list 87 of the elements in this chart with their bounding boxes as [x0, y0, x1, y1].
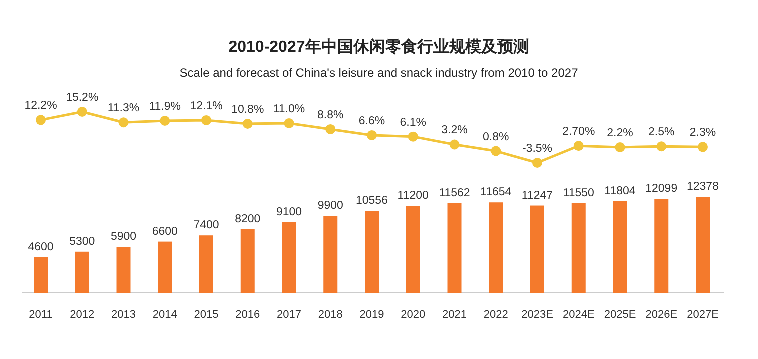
bar: [282, 222, 296, 293]
x-tick-label: 2022: [484, 309, 508, 321]
data-label: 5300: [70, 236, 96, 248]
data-label: 6.1%: [400, 116, 426, 129]
data-label: 4600: [28, 241, 54, 254]
x-tick-label: 2011: [29, 309, 53, 321]
bar: [324, 216, 338, 293]
bar: [572, 203, 586, 293]
data-label: 3.2%: [442, 124, 468, 137]
data-label: 11562: [439, 187, 470, 200]
x-tick-label: 2018: [318, 309, 343, 321]
x-tick-label: 2014: [152, 309, 178, 321]
x-tick-label: 2027E: [687, 309, 719, 321]
data-label: 12378: [687, 181, 719, 193]
point: [118, 118, 129, 128]
x-tick-label: 2019: [360, 309, 384, 321]
data-label: 2.5%: [648, 126, 675, 139]
bar: [448, 203, 462, 293]
data-label: -3.5%: [522, 143, 553, 155]
x-tick-label: 2026E: [646, 309, 678, 321]
bar: [654, 199, 669, 293]
bar: [613, 201, 628, 293]
data-label: 8.8%: [318, 109, 344, 122]
data-label: 10.8%: [232, 104, 264, 116]
data-label: 12.2%: [24, 100, 58, 112]
point: [698, 142, 708, 152]
point: [242, 119, 253, 129]
bar: [696, 197, 710, 293]
data-label: 0.8%: [483, 131, 510, 144]
point: [202, 115, 212, 126]
data-label: 2.3%: [690, 127, 716, 140]
data-label: 5900: [110, 231, 137, 244]
x-tick-label: 2023E: [522, 309, 554, 321]
bar: [489, 202, 504, 293]
point: [160, 116, 170, 126]
point: [656, 142, 667, 152]
point: [450, 140, 460, 150]
point: [367, 130, 377, 140]
bar: [530, 206, 544, 293]
point: [574, 141, 584, 152]
point: [532, 158, 542, 168]
bar: [240, 229, 255, 293]
x-tick-label: 2013: [112, 309, 136, 321]
data-label: 11804: [604, 185, 636, 198]
x-tick-label: 2021: [442, 309, 467, 321]
x-tick-label: 2015: [194, 309, 219, 321]
x-tick-label: 2016: [236, 309, 260, 321]
bar: [158, 242, 172, 293]
data-label: 9900: [318, 200, 344, 212]
chart-title: 2010-2027年中国休闲零食行业规模及预测: [228, 38, 530, 56]
point: [284, 118, 294, 128]
data-label: 11550: [563, 187, 594, 200]
data-label: 11.3%: [108, 102, 140, 115]
point: [615, 142, 626, 152]
bar: [406, 206, 420, 293]
point: [77, 107, 88, 117]
data-label: 11200: [398, 190, 429, 202]
data-label: 6600: [152, 226, 178, 238]
data-label: 8200: [235, 213, 261, 226]
data-label: 15.2%: [66, 92, 99, 104]
x-tick-label: 2024E: [562, 309, 595, 321]
point: [36, 115, 46, 126]
x-tick-label: 2017: [277, 309, 302, 321]
data-label: 7400: [194, 220, 220, 232]
data-label: 12099: [646, 183, 678, 196]
bar: [116, 247, 131, 293]
point: [491, 146, 502, 156]
data-label: 6.6%: [358, 115, 386, 128]
bar: [200, 236, 214, 293]
data-label: 2.2%: [607, 127, 634, 140]
x-tick-label: 2012: [70, 309, 95, 321]
data-label: 10556: [356, 195, 388, 208]
data-label: 2.70%: [562, 126, 596, 138]
data-label: 11.0%: [273, 103, 306, 116]
point: [326, 124, 336, 134]
data-label: 11.9%: [149, 101, 182, 113]
data-label: 9100: [276, 206, 302, 218]
point: [408, 132, 418, 142]
bar: [34, 257, 48, 293]
data-label: 11247: [522, 190, 554, 202]
bar: [75, 252, 90, 293]
chart-subtitle: Scale and forecast of China's leisure and snack industry from 2010 to 2027: [180, 66, 579, 80]
data-label: 11654: [480, 186, 512, 199]
data-label: 12.1%: [190, 100, 223, 112]
x-tick-label: 2020: [401, 309, 426, 321]
x-tick-label: 2025E: [604, 309, 636, 321]
bar: [365, 211, 379, 293]
